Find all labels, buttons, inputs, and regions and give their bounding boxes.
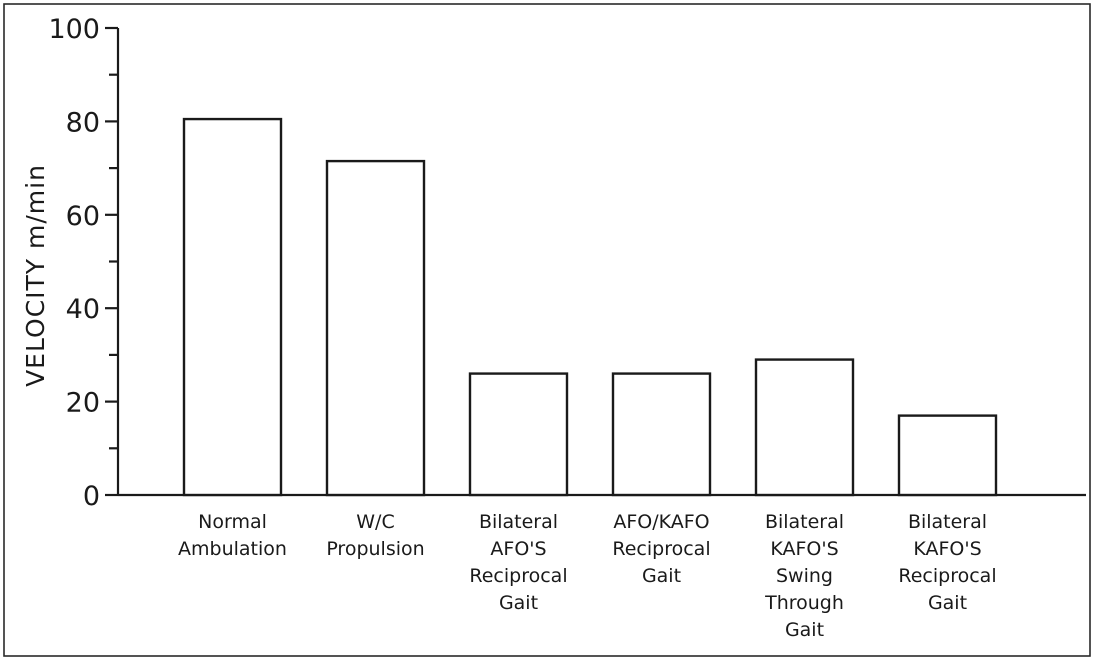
category-label-line: Swing xyxy=(776,565,833,587)
category-label-line: Reciprocal xyxy=(612,538,710,560)
bar xyxy=(182,117,283,497)
y-tick-label: 80 xyxy=(66,107,100,138)
category-label-line: Gait xyxy=(499,592,538,614)
category-label-line: Through xyxy=(764,592,844,614)
category-label-line: Propulsion xyxy=(326,538,424,560)
category-label-line: Bilateral xyxy=(908,511,987,533)
category-label-line: Gait xyxy=(928,592,967,614)
chart-frame xyxy=(3,3,1091,657)
category-label-line: KAFO'S xyxy=(913,538,981,560)
category-label: Bilateral KAFO'S Reciprocal Gait xyxy=(898,511,996,614)
y-tick-label: 60 xyxy=(66,201,100,232)
y-tick-label: 0 xyxy=(83,481,100,512)
category-label-line: Normal xyxy=(198,511,267,533)
category-labels: Normal Ambulation W/C Propulsion Bilateral AF… xyxy=(178,511,997,641)
y-tick-label: 40 xyxy=(66,294,100,325)
bar xyxy=(611,372,712,497)
category-label-line: Reciprocal xyxy=(898,565,996,587)
category-label: Bilateral AFO'S Reciprocal Gait xyxy=(469,511,567,614)
y-tick-label: 100 xyxy=(48,14,100,45)
category-label-line: KAFO'S xyxy=(770,538,838,560)
category-label-line: AFO'S xyxy=(490,538,546,560)
category-label-line: Reciprocal xyxy=(469,565,567,587)
category-label-line: Bilateral xyxy=(765,511,844,533)
y-tick-label: 20 xyxy=(66,388,100,419)
bars xyxy=(182,117,998,497)
category-label-line: Ambulation xyxy=(178,538,287,560)
category-label: Normal Ambulation xyxy=(178,511,287,560)
category-label: W/C Propulsion xyxy=(326,511,424,560)
category-label-line: Bilateral xyxy=(479,511,558,533)
category-label: Bilateral KAFO'S Swing Through Gait xyxy=(764,511,844,641)
category-label: AFO/KAFO Reciprocal Gait xyxy=(612,511,710,587)
bar xyxy=(468,372,569,497)
category-label-line: AFO/KAFO xyxy=(613,511,709,533)
category-label-line: Gait xyxy=(785,619,824,641)
axes: 0 20 40 60 80 100 xyxy=(48,14,1086,512)
bar xyxy=(897,414,998,497)
category-label-line: W/C xyxy=(356,511,394,533)
bar xyxy=(325,159,426,497)
category-label-line: Gait xyxy=(642,565,681,587)
bar xyxy=(754,358,855,497)
y-axis-label: VELOCITY m/min xyxy=(21,164,50,387)
y-axis-label-group: VELOCITY m/min xyxy=(21,164,50,387)
